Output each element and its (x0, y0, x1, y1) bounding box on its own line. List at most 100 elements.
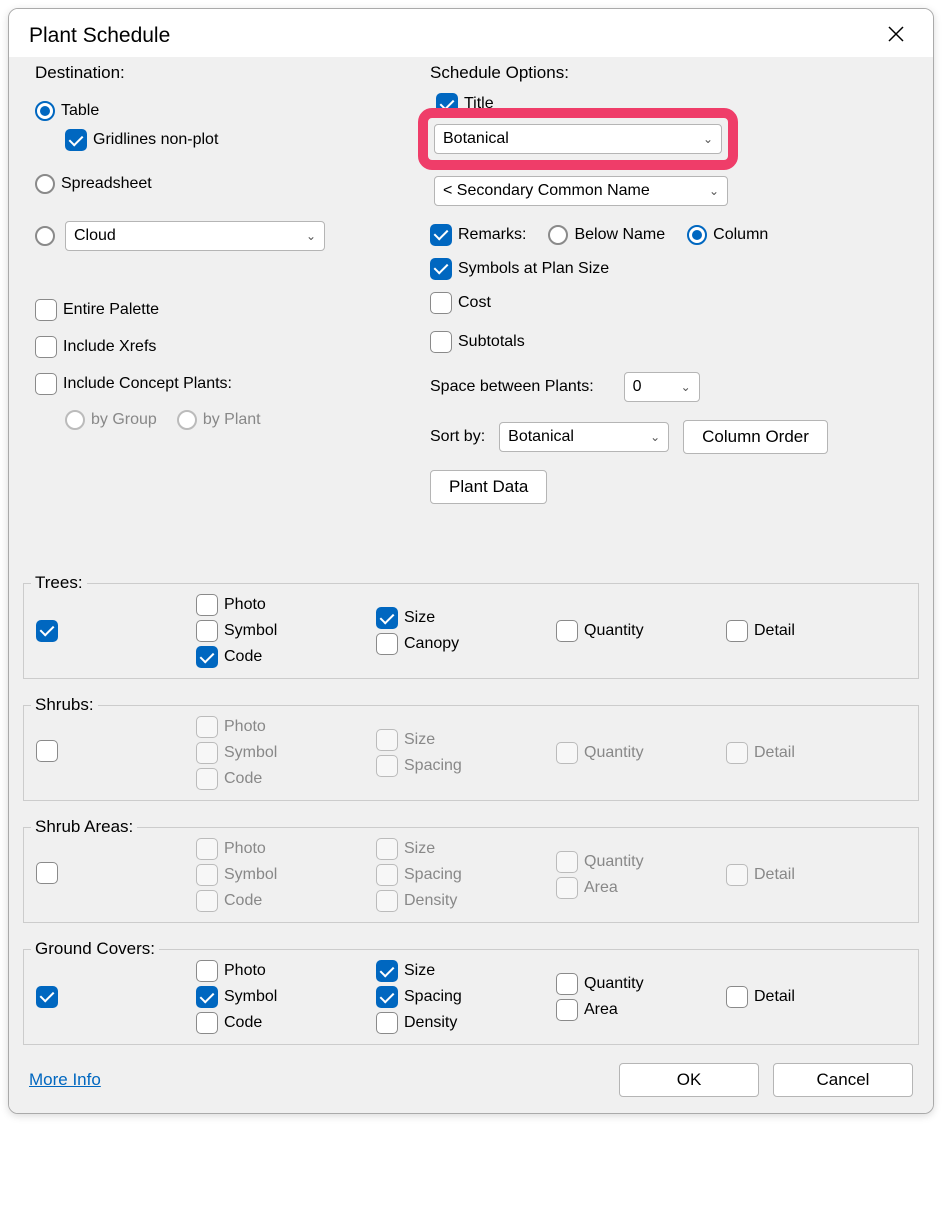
more-info-link[interactable]: More Info (29, 1070, 101, 1090)
chevron-down-icon: ⌄ (681, 380, 691, 394)
primary-name-highlight: Botanical ⌄ (418, 108, 738, 170)
gc-detail-checkbox[interactable]: Detail (726, 986, 846, 1008)
gridlines-checkbox[interactable]: Gridlines non-plot (65, 129, 218, 151)
sort-by-value: Botanical (508, 428, 574, 446)
sort-by-select[interactable]: Botanical ⌄ (499, 422, 669, 452)
shrubs-code-checkbox: Code (196, 768, 376, 790)
by-group-radio: by Group (65, 410, 157, 430)
trees-symbol-checkbox[interactable]: Symbol (196, 620, 376, 642)
gc-size-checkbox[interactable]: Size (376, 960, 556, 982)
shrubs-symbol-checkbox: Symbol (196, 742, 376, 764)
gc-code-checkbox[interactable]: Code (196, 1012, 376, 1034)
below-name-label: Below Name (574, 226, 665, 244)
destination-spreadsheet-label: Spreadsheet (61, 175, 152, 193)
window-title: Plant Schedule (29, 24, 170, 48)
trees-group: Photo Symbol Code Size Canopy Quantity D… (23, 583, 919, 679)
ground-covers-group: Photo Symbol Code Size Spacing Density Q… (23, 949, 919, 1045)
shrub-areas-photo-checkbox: Photo (196, 838, 376, 860)
ok-button[interactable]: OK (619, 1063, 759, 1097)
space-between-select[interactable]: 0 ⌄ (624, 372, 700, 402)
gridlines-label: Gridlines non-plot (93, 131, 218, 149)
ground-covers-legend: Ground Covers: (31, 939, 159, 959)
secondary-name-value: < Secondary Common Name (443, 182, 650, 200)
trees-detail-checkbox[interactable]: Detail (726, 620, 846, 642)
space-between-value: 0 (633, 378, 642, 396)
primary-name-select[interactable]: Botanical ⌄ (434, 124, 722, 154)
symbols-plan-checkbox[interactable]: Symbols at Plan Size (430, 258, 609, 280)
cloud-select[interactable]: Cloud ⌄ (65, 221, 325, 251)
shrub-areas-area-checkbox: Area (556, 877, 726, 899)
gc-area-checkbox[interactable]: Area (556, 999, 726, 1021)
gc-quantity-checkbox[interactable]: Quantity (556, 973, 726, 995)
trees-code-checkbox[interactable]: Code (196, 646, 376, 668)
remarks-label: Remarks: (458, 226, 526, 244)
trees-size-checkbox[interactable]: Size (376, 607, 556, 629)
by-group-label: by Group (91, 411, 157, 429)
schedule-options-legend: Schedule Options: (426, 63, 573, 83)
destination-spreadsheet-radio[interactable]: Spreadsheet (35, 174, 152, 194)
gc-symbol-checkbox[interactable]: Symbol (196, 986, 376, 1008)
shrub-areas-quantity-checkbox: Quantity (556, 851, 726, 873)
cost-checkbox[interactable]: Cost (430, 292, 491, 314)
shrubs-photo-checkbox: Photo (196, 716, 376, 738)
gc-photo-checkbox[interactable]: Photo (196, 960, 376, 982)
entire-palette-checkbox[interactable]: Entire Palette (35, 299, 159, 321)
trees-enable-checkbox[interactable] (36, 620, 58, 642)
chevron-down-icon: ⌄ (703, 132, 713, 146)
shrubs-group: Photo Symbol Code Size Spacing Quantity … (23, 705, 919, 801)
gc-density-checkbox[interactable]: Density (376, 1012, 556, 1034)
plant-data-button[interactable]: Plant Data (430, 470, 547, 504)
column-order-button[interactable]: Column Order (683, 420, 828, 454)
chevron-down-icon: ⌄ (709, 184, 719, 198)
column-label: Column (713, 226, 768, 244)
symbols-plan-label: Symbols at Plan Size (458, 260, 609, 278)
remarks-checkbox[interactable]: Remarks: (430, 224, 526, 246)
shrub-areas-density-checkbox: Density (376, 890, 556, 912)
subtotals-label: Subtotals (458, 333, 525, 351)
ground-covers-enable-checkbox[interactable] (36, 986, 58, 1008)
destination-group: Destination: Table Gridlines non-plot (23, 75, 368, 545)
by-plant-label: by Plant (203, 411, 261, 429)
secondary-name-select[interactable]: < Secondary Common Name ⌄ (434, 176, 728, 206)
include-concept-checkbox[interactable]: Include Concept Plants: (35, 373, 232, 395)
footer: More Info OK Cancel (23, 1063, 919, 1097)
primary-name-value: Botanical (443, 130, 509, 148)
shrub-areas-symbol-checkbox: Symbol (196, 864, 376, 886)
below-name-radio[interactable]: Below Name (548, 225, 665, 245)
shrub-areas-group: Photo Symbol Code Size Spacing Density Q… (23, 827, 919, 923)
shrubs-detail-checkbox: Detail (726, 742, 846, 764)
trees-canopy-checkbox[interactable]: Canopy (376, 633, 556, 655)
shrub-areas-detail-checkbox: Detail (726, 864, 846, 886)
gc-spacing-checkbox[interactable]: Spacing (376, 986, 556, 1008)
shrubs-enable-checkbox[interactable] (36, 740, 58, 762)
sort-by-label: Sort by: (430, 428, 485, 446)
destination-table-label: Table (61, 102, 99, 120)
shrubs-quantity-checkbox: Quantity (556, 742, 726, 764)
shrub-areas-enable-checkbox[interactable] (36, 862, 58, 884)
space-between-label: Space between Plants: (430, 378, 594, 396)
shrubs-legend: Shrubs: (31, 695, 98, 715)
shrubs-size-checkbox: Size (376, 729, 556, 751)
shrubs-spacing-checkbox: Spacing (376, 755, 556, 777)
trees-photo-checkbox[interactable]: Photo (196, 594, 376, 616)
include-concept-label: Include Concept Plants: (63, 375, 232, 393)
shrub-areas-legend: Shrub Areas: (31, 817, 137, 837)
column-radio[interactable]: Column (687, 225, 768, 245)
cloud-select-value: Cloud (74, 227, 116, 245)
include-xrefs-checkbox[interactable]: Include Xrefs (35, 336, 156, 358)
schedule-options-group: Schedule Options: Title Botanical ⌄ (418, 75, 919, 545)
close-icon[interactable] (879, 21, 913, 51)
destination-legend: Destination: (31, 63, 129, 83)
chevron-down-icon: ⌄ (306, 229, 316, 243)
titlebar: Plant Schedule (9, 9, 933, 57)
destination-table-radio[interactable]: Table (35, 101, 99, 121)
by-plant-radio: by Plant (177, 410, 261, 430)
include-xrefs-label: Include Xrefs (63, 338, 156, 356)
subtotals-checkbox[interactable]: Subtotals (430, 331, 525, 353)
shrub-areas-spacing-checkbox: Spacing (376, 864, 556, 886)
cancel-button[interactable]: Cancel (773, 1063, 913, 1097)
destination-cloud-radio[interactable] (35, 226, 55, 246)
trees-quantity-checkbox[interactable]: Quantity (556, 620, 726, 642)
dialog-body: Destination: Table Gridlines non-plot (9, 57, 933, 1113)
chevron-down-icon: ⌄ (650, 430, 660, 444)
